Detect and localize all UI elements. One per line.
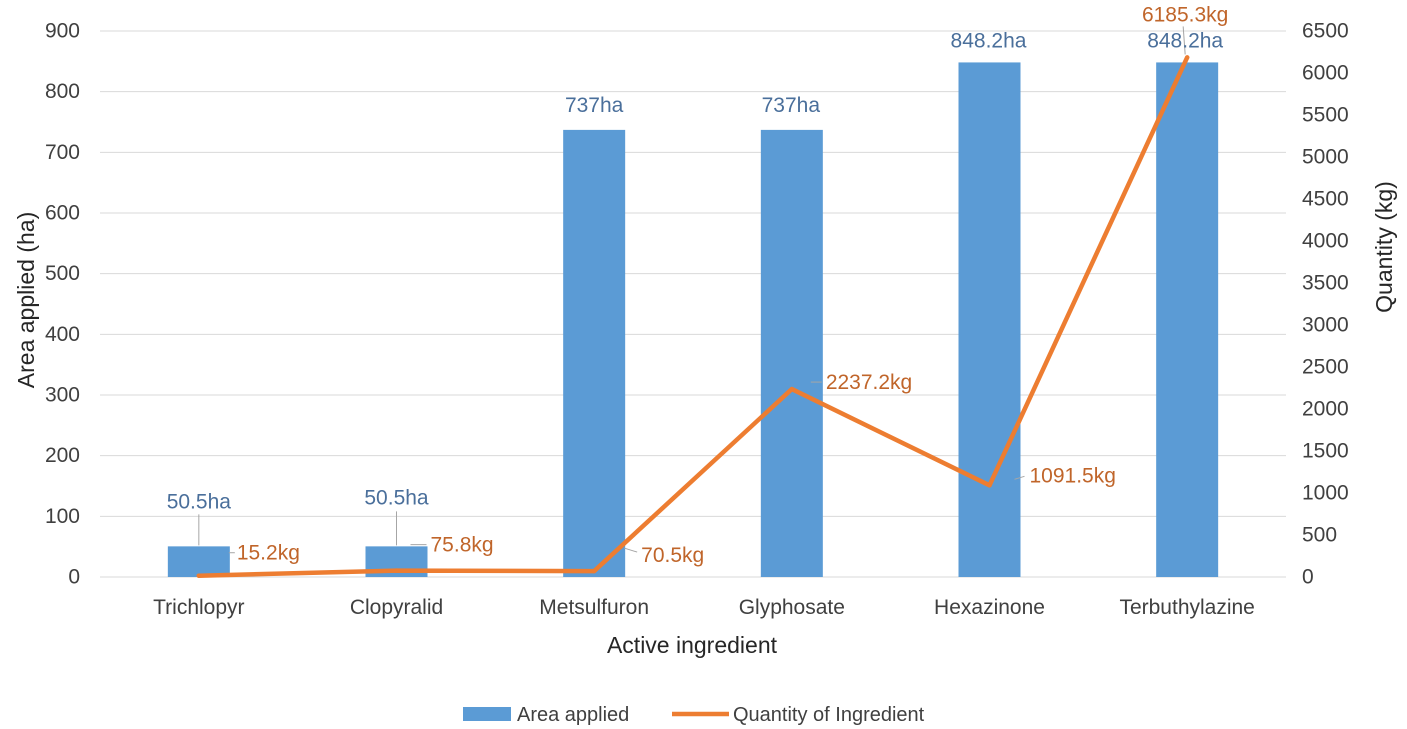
leader-lines (198, 26, 1186, 554)
line-point-glyphosate (789, 386, 795, 392)
bar-glyphosate (760, 129, 823, 578)
leader-line (624, 547, 638, 553)
line-data-label: 70.5kg (641, 544, 704, 567)
bar-data-label: 848.2ha (1147, 29, 1223, 52)
series-line (196, 55, 1190, 578)
line-point-clopyralid (394, 568, 399, 573)
x-tick-label: Hexazinone (934, 596, 1045, 619)
y-tick-label: 400 (45, 323, 80, 346)
y2-tick-label: 0 (1302, 566, 1314, 589)
data-labels: 50.5ha 50.5ha 737ha 737ha 848.2ha 848.2ha 15.2… (167, 3, 1229, 567)
y-tick-label: 0 (68, 566, 80, 589)
bar-data-label: 50.5ha (167, 490, 232, 513)
line-data-label: 1091.5kg (1030, 464, 1116, 487)
y-tick-label: 200 (45, 444, 80, 467)
y2-tick-label: 4500 (1302, 188, 1349, 211)
y2-tick-label: 6500 (1302, 20, 1349, 43)
legend-swatch-area-applied (463, 707, 511, 721)
gridlines (100, 30, 1286, 578)
line-point-terbuthylazine (1184, 55, 1190, 60)
x-tick-label: Clopyralid (350, 596, 443, 619)
bar-data-label: 737ha (762, 94, 821, 117)
leader-line (1014, 475, 1025, 480)
x-axis: Trichlopyr Clopyralid Metsulfuron Glyphosat… (153, 596, 1255, 619)
y2-tick-label: 4000 (1302, 230, 1349, 253)
legend-label-area-applied: Area applied (517, 704, 629, 726)
y2-axis-title: Quantity (kg) (1371, 181, 1397, 313)
line-data-label: 6185.3kg (1142, 3, 1228, 26)
y-axis-title: Area applied (ha) (13, 212, 39, 388)
y-axis-left: 0 100 200 300 400 500 600 700 800 900 (45, 20, 80, 589)
x-tick-label: Glyphosate (739, 596, 845, 619)
y2-tick-label: 3500 (1302, 272, 1349, 295)
bar-data-label: 737ha (565, 94, 624, 117)
legend-label-quantity-of-ingredient: Quantity of Ingredient (733, 704, 925, 726)
y-tick-label: 800 (45, 80, 80, 103)
y2-tick-label: 5500 (1302, 104, 1349, 127)
y-axis-right: 0 500 1000 1500 2000 2500 3000 3500 4000 4500 5000… (1302, 20, 1349, 589)
y2-tick-label: 5000 (1302, 146, 1349, 169)
bar-data-label: 50.5ha (364, 486, 429, 509)
x-tick-label: Terbuthylazine (1119, 596, 1254, 619)
line-point-trichlopyr (196, 573, 202, 578)
legend: Area applied Quantity of Ingredient (463, 704, 925, 726)
bar-data-label: 848.2ha (951, 29, 1027, 52)
y-tick-label: 100 (45, 505, 80, 528)
y-tick-label: 900 (45, 20, 80, 43)
y2-tick-label: 2500 (1302, 356, 1349, 379)
bar-terbuthylazine (1156, 62, 1219, 577)
y2-tick-label: 1000 (1302, 482, 1349, 505)
y2-tick-label: 1500 (1302, 440, 1349, 463)
y2-tick-label: 2000 (1302, 398, 1349, 421)
y-tick-label: 300 (45, 384, 80, 407)
line-point-hexazinone (987, 483, 992, 488)
x-axis-title: Active ingredient (607, 632, 778, 658)
bar-series-area-applied (167, 62, 1219, 578)
y-tick-label: 500 (45, 262, 80, 285)
line-series-quantity-of-ingredient (196, 55, 1190, 578)
leader-line (1182, 26, 1186, 55)
y-tick-label: 600 (45, 202, 80, 225)
line-data-label: 15.2kg (237, 542, 300, 565)
bar-hexazinone (958, 62, 1021, 577)
y2-tick-label: 6000 (1302, 62, 1349, 85)
y2-tick-label: 3000 (1302, 314, 1349, 337)
y-tick-label: 700 (45, 141, 80, 164)
line-data-label: 75.8kg (431, 534, 494, 557)
line-point-metsulfuron (591, 568, 597, 574)
line-data-label: 2237.2kg (826, 371, 912, 394)
x-tick-label: Trichlopyr (153, 596, 244, 619)
y2-tick-label: 500 (1302, 524, 1337, 547)
bar-metsulfuron (563, 129, 626, 578)
x-tick-label: Metsulfuron (539, 596, 649, 619)
bar-trichlopyr (167, 546, 230, 577)
